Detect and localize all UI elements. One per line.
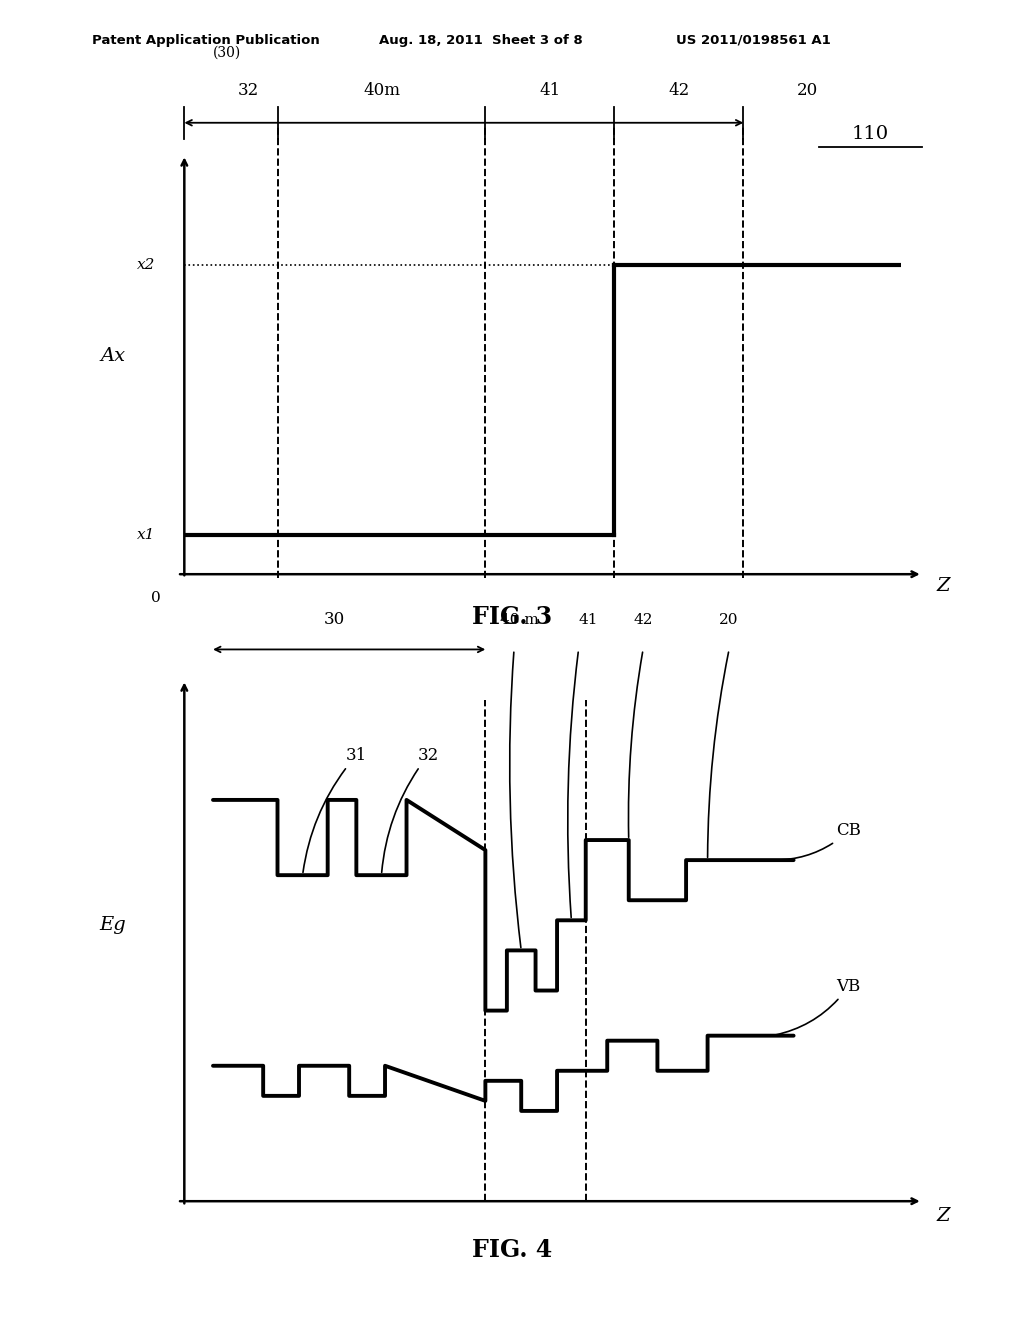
Text: (30): (30) (213, 45, 242, 59)
Text: 31: 31 (303, 747, 367, 873)
Text: Eg: Eg (99, 916, 126, 935)
Text: x1: x1 (137, 528, 156, 541)
Text: FIG. 4: FIG. 4 (472, 1238, 552, 1262)
Text: 0: 0 (151, 591, 161, 605)
Text: 41: 41 (540, 82, 560, 99)
Text: 42: 42 (669, 82, 689, 99)
Text: VB: VB (775, 978, 861, 1035)
Text: Z: Z (937, 1208, 950, 1225)
Text: 32: 32 (239, 82, 259, 99)
Text: Z: Z (937, 577, 950, 595)
Text: 110: 110 (852, 124, 889, 143)
Text: Patent Application Publication: Patent Application Publication (92, 33, 319, 46)
Text: CB: CB (775, 822, 861, 861)
Text: US 2011/0198561 A1: US 2011/0198561 A1 (676, 33, 830, 46)
Text: 41: 41 (579, 614, 598, 627)
Text: 30: 30 (325, 611, 345, 628)
Text: 42: 42 (633, 614, 653, 627)
Text: x2: x2 (137, 259, 156, 272)
Text: 20: 20 (719, 614, 739, 627)
Text: 40 m: 40 m (500, 614, 539, 627)
Text: 40m: 40m (362, 82, 400, 99)
Text: FIG. 3: FIG. 3 (472, 606, 552, 630)
Text: Ax: Ax (100, 347, 125, 366)
Text: 32: 32 (382, 747, 438, 873)
Text: 20: 20 (798, 82, 818, 99)
Text: Aug. 18, 2011  Sheet 3 of 8: Aug. 18, 2011 Sheet 3 of 8 (379, 33, 583, 46)
